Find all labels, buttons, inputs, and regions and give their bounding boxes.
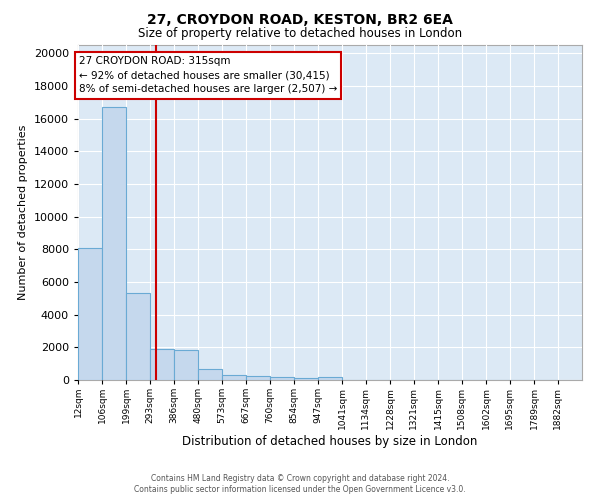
Text: 27 CROYDON ROAD: 315sqm
← 92% of detached houses are smaller (30,415)
8% of semi: 27 CROYDON ROAD: 315sqm ← 92% of detache… <box>79 56 337 94</box>
Bar <box>174 350 198 380</box>
Bar <box>198 370 222 380</box>
Bar <box>78 248 102 380</box>
Bar <box>102 107 126 380</box>
Bar <box>294 378 318 380</box>
Bar <box>246 376 270 380</box>
Bar <box>126 294 150 380</box>
Bar <box>222 374 246 380</box>
Text: 27, CROYDON ROAD, KESTON, BR2 6EA: 27, CROYDON ROAD, KESTON, BR2 6EA <box>147 12 453 26</box>
Text: Size of property relative to detached houses in London: Size of property relative to detached ho… <box>138 28 462 40</box>
Text: Contains HM Land Registry data © Crown copyright and database right 2024.
Contai: Contains HM Land Registry data © Crown c… <box>134 474 466 494</box>
X-axis label: Distribution of detached houses by size in London: Distribution of detached houses by size … <box>182 434 478 448</box>
Bar <box>270 377 294 380</box>
Bar <box>150 349 174 380</box>
Y-axis label: Number of detached properties: Number of detached properties <box>18 125 28 300</box>
Bar <box>318 377 342 380</box>
